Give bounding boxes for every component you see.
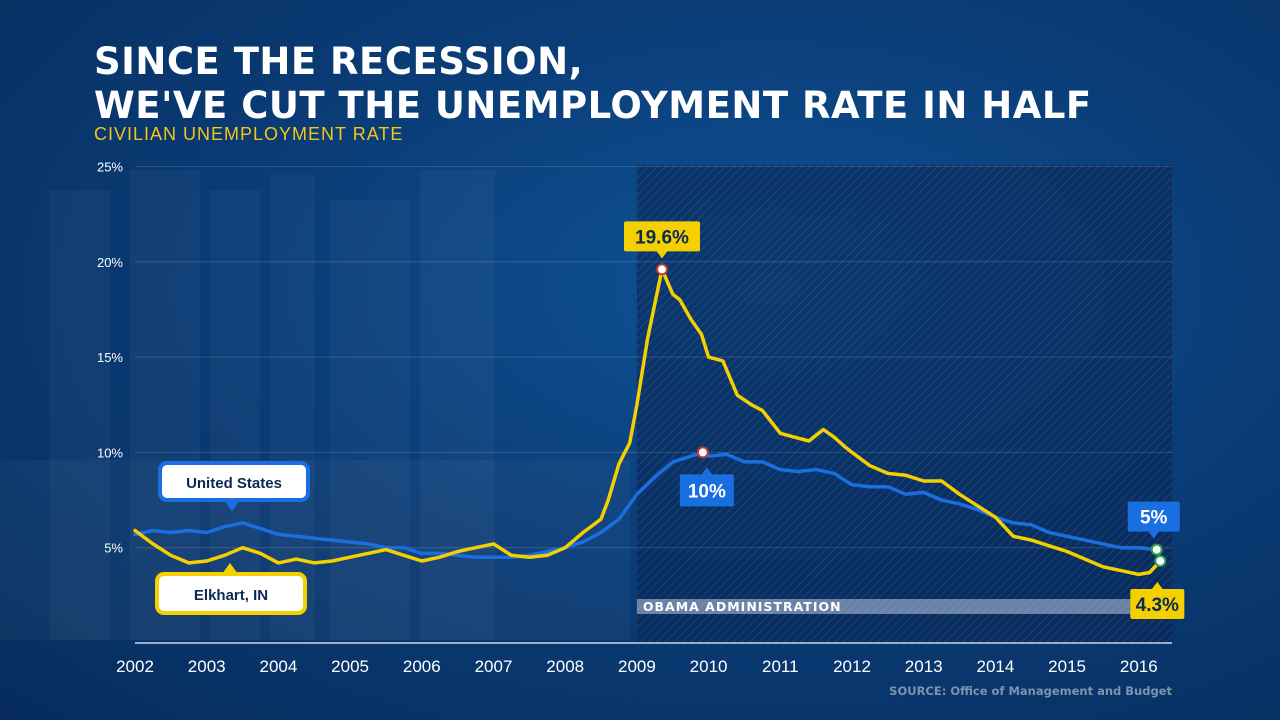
united-states-line	[133, 450, 1159, 559]
y-tick-label: 5%	[104, 541, 123, 556]
region-label-bar	[636, 599, 1172, 614]
x-tick-label: 2008	[546, 657, 584, 676]
callout-5pct: 5%	[1127, 501, 1180, 556]
x-tick-label: 2007	[475, 657, 513, 676]
callout-marker	[1154, 555, 1167, 568]
elkhart-line	[133, 267, 1163, 577]
legend-pointer	[222, 563, 238, 574]
obama-administration-region	[636, 165, 1172, 643]
region-label: OBAMA ADMINISTRATION	[643, 599, 842, 614]
chart-title: SINCE THE RECESSION, WE'VE CUT THE UNEMP…	[94, 40, 1092, 128]
callout-marker	[655, 263, 668, 276]
callout-box	[1127, 501, 1180, 532]
source-note: SOURCE: Office of Management and Budget	[889, 684, 1172, 698]
x-tick-label: 2006	[403, 657, 441, 676]
callout-label: 10%	[688, 481, 726, 502]
callout-pointer	[700, 467, 713, 476]
x-tick-label: 2016	[1120, 657, 1158, 676]
y-tick-label: 15%	[97, 350, 123, 365]
x-tick-label: 2015	[1048, 657, 1086, 676]
y-tick-label: 25%	[97, 160, 123, 175]
callout-marker	[1150, 543, 1163, 556]
x-tick-label: 2013	[905, 657, 943, 676]
title-line-2: WE'VE CUT THE UNEMPLOYMENT RATE IN HALF	[94, 84, 1092, 127]
x-tick-label: 2014	[976, 657, 1014, 676]
legend-elkhart: Elkhart, IN	[155, 563, 307, 615]
callout-box	[623, 221, 700, 252]
callout-label: 5%	[1140, 508, 1168, 529]
factory-silhouette	[0, 170, 630, 640]
legend-label: United States	[186, 475, 282, 492]
legend-label: Elkhart, IN	[194, 587, 268, 604]
x-tick-label: 2009	[618, 657, 656, 676]
callout-marker	[696, 446, 709, 459]
legend-united-states: United States	[158, 461, 310, 511]
x-tick-label: 2004	[259, 657, 297, 676]
y-tick-label: 10%	[97, 445, 123, 460]
x-tick-label: 2011	[762, 657, 799, 676]
callout-4-3pct: 4.3%	[1130, 555, 1185, 620]
y-tick-label: 20%	[97, 255, 123, 270]
callout-box	[1130, 589, 1185, 620]
x-tick-label: 2010	[690, 657, 728, 676]
chart-subtitle: CIVILIAN UNEMPLOYMENT RATE	[94, 124, 404, 144]
callout-10pct: 10%	[679, 446, 734, 507]
callout-pointer	[1151, 582, 1164, 591]
x-tick-label: 2003	[188, 657, 226, 676]
callout-pointer	[1147, 530, 1160, 539]
x-tick-label: 2002	[116, 657, 154, 676]
callout-label: 19.6%	[635, 227, 689, 248]
callout-label: 4.3%	[1136, 595, 1179, 616]
callout-19-6pct: 19.6%	[623, 221, 700, 276]
x-tick-label: 2005	[331, 657, 369, 676]
legend-pointer	[224, 500, 240, 511]
x-tick-label: 2012	[833, 657, 871, 676]
title-line-1: SINCE THE RECESSION,	[94, 40, 584, 83]
callout-pointer	[655, 250, 668, 259]
callout-box	[679, 474, 734, 507]
